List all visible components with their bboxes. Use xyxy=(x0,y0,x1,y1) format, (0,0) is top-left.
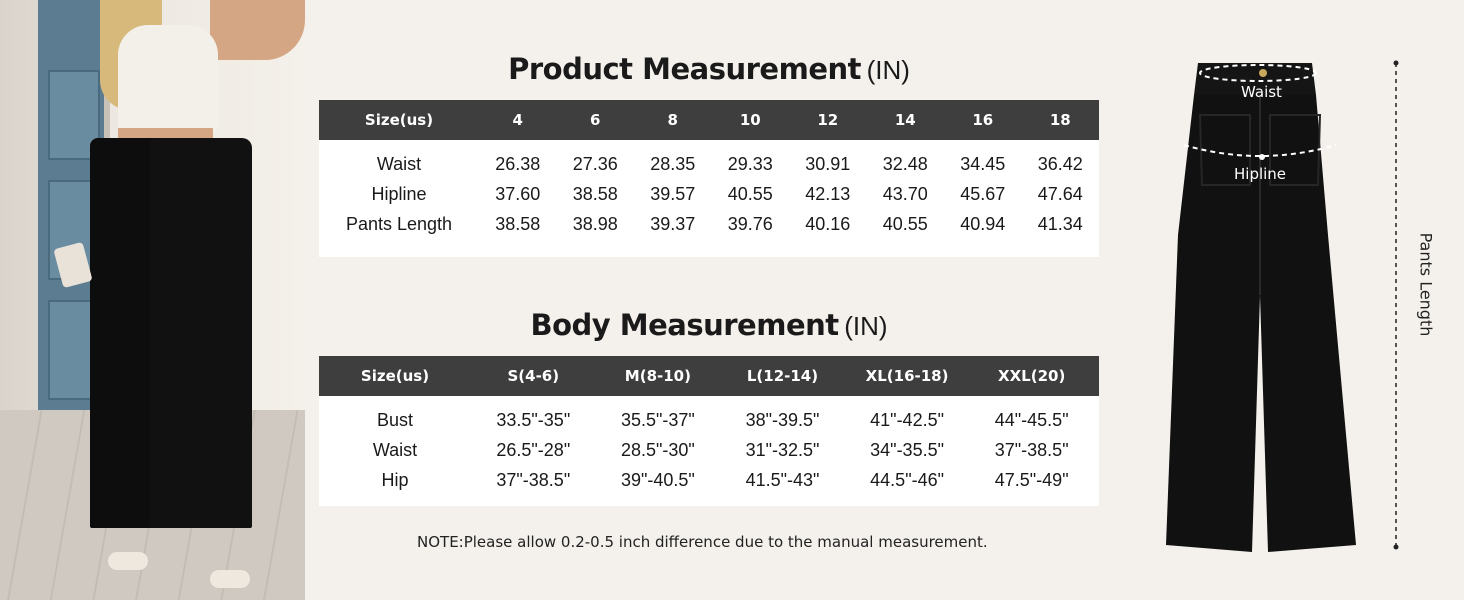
waist-diagram-label: Waist xyxy=(1241,83,1282,101)
shoe-right xyxy=(210,570,250,588)
table-cell: 27.36 xyxy=(572,153,618,174)
table-cell: 40.55 xyxy=(882,213,928,234)
row-label: Waist xyxy=(372,439,418,460)
table-cell: 44"-45.5" xyxy=(994,409,1069,430)
photo-arm xyxy=(210,0,305,60)
table-cell: 39.76 xyxy=(727,213,773,234)
table-cell: 41"-42.5" xyxy=(870,409,944,430)
table-cell: 38.98 xyxy=(572,213,618,234)
table-cell: 33.5"-35" xyxy=(496,409,571,430)
shoe-left xyxy=(108,552,148,570)
table-cell: 34"-35.5" xyxy=(870,439,944,460)
row-label: Pants Length xyxy=(345,213,453,234)
product-measurement-heading: Product Measurement (IN) xyxy=(319,52,1099,86)
table-cell: 40.16 xyxy=(805,213,851,234)
body-measurement-title: Body Measurement xyxy=(530,308,839,342)
body-measurement-heading: Body Measurement (IN) xyxy=(319,308,1099,342)
row-label: Waist xyxy=(376,153,422,174)
table-cell: 37"-38.5" xyxy=(496,469,571,490)
hipline-diagram-label: Hipline xyxy=(1234,165,1287,183)
table-cell: 38"-39.5" xyxy=(745,409,820,430)
product-size-col: 18 xyxy=(1049,111,1071,129)
table-cell: 37.60 xyxy=(495,183,541,204)
table-cell: 38.58 xyxy=(572,183,618,204)
table-cell: 44.5"-46" xyxy=(870,469,944,490)
table-cell: 40.55 xyxy=(727,183,773,204)
body-size-col: S(4-6) xyxy=(507,367,560,385)
product-size-col: 12 xyxy=(817,111,839,129)
table-cell: 42.13 xyxy=(805,183,851,204)
table-cell: 38.58 xyxy=(495,213,541,234)
table-cell: 29.33 xyxy=(727,153,773,174)
table-cell: 39"-40.5" xyxy=(620,469,695,490)
product-measurement-table: Size(us) 4 6 8 10 12 14 16 18 Waist 26.3… xyxy=(319,100,1099,257)
product-size-col: 10 xyxy=(739,111,761,129)
pants-diagram: Waist Hipline xyxy=(1160,55,1420,555)
table-row: Waist 26.5"-28" 28.5"-30" 31"-32.5" 34"-… xyxy=(319,435,1099,465)
table-cell: 37"-38.5" xyxy=(994,439,1069,460)
photo-top xyxy=(118,25,218,135)
table-cell: 40.94 xyxy=(960,213,1006,234)
body-size-col: L(12-14) xyxy=(746,367,819,385)
row-label: Hipline xyxy=(371,183,427,204)
table-cell: 26.38 xyxy=(495,153,541,174)
table-cell: 32.48 xyxy=(882,153,928,174)
table-row: Hipline 37.60 38.58 39.57 40.55 42.13 43… xyxy=(319,179,1099,209)
table-cell: 26.5"-28" xyxy=(496,439,571,460)
table-cell: 47.5"-49" xyxy=(994,469,1069,490)
table-row: Pants Length 38.58 38.98 39.37 39.76 40.… xyxy=(319,209,1099,239)
body-size-header-label: Size(us) xyxy=(360,367,430,385)
product-table-header: Size(us) 4 6 8 10 12 14 16 18 xyxy=(319,100,1099,140)
table-cell: 41.5"-43" xyxy=(745,469,820,490)
body-measurement-unit: (IN) xyxy=(844,311,888,341)
row-label: Bust xyxy=(376,409,414,430)
model-photo xyxy=(0,0,305,600)
body-size-col: M(8-10) xyxy=(624,367,691,385)
product-size-header-label: Size(us) xyxy=(364,111,434,129)
body-table-header: Size(us) S(4-6) M(8-10) L(12-14) XL(16-1… xyxy=(319,356,1099,396)
body-size-col: XXL(20) xyxy=(998,367,1066,385)
table-cell: 47.64 xyxy=(1037,183,1083,204)
body-measurement-table: Size(us) S(4-6) M(8-10) L(12-14) XL(16-1… xyxy=(319,356,1099,506)
pants-icon xyxy=(1166,60,1399,552)
photo-pants-right-leg xyxy=(150,138,252,528)
table-cell: 45.67 xyxy=(960,183,1006,204)
product-size-col: 14 xyxy=(894,111,916,129)
table-cell: 39.37 xyxy=(650,213,696,234)
table-cell: 34.45 xyxy=(960,153,1006,174)
table-cell: 41.34 xyxy=(1037,213,1083,234)
product-size-col: 4 xyxy=(512,111,523,129)
table-cell: 30.91 xyxy=(805,153,851,174)
product-size-col: 6 xyxy=(590,111,601,129)
table-cell: 39.57 xyxy=(650,183,696,204)
table-cell: 36.42 xyxy=(1037,153,1083,174)
table-row: Waist 26.38 27.36 28.35 29.33 30.91 32.4… xyxy=(319,149,1099,179)
table-cell: 35.5"-37" xyxy=(620,409,695,430)
row-label: Hip xyxy=(381,469,409,490)
table-cell: 43.70 xyxy=(882,183,928,204)
table-cell: 28.35 xyxy=(650,153,696,174)
table-cell: 31"-32.5" xyxy=(745,439,820,460)
table-row: Bust 33.5"-35" 35.5"-37" 38"-39.5" 41"-4… xyxy=(319,405,1099,435)
table-cell: 28.5"-30" xyxy=(620,439,695,460)
measurement-note: NOTE:Please allow 0.2-0.5 inch differenc… xyxy=(417,533,988,551)
product-measurement-title: Product Measurement xyxy=(508,52,861,86)
product-size-col: 8 xyxy=(667,111,678,129)
product-measurement-unit: (IN) xyxy=(866,55,910,85)
product-size-col: 16 xyxy=(972,111,994,129)
table-row: Hip 37"-38.5" 39"-40.5" 41.5"-43" 44.5"-… xyxy=(319,465,1099,495)
body-size-col: XL(16-18) xyxy=(865,367,949,385)
pants-length-diagram-label: Pants Length xyxy=(1416,232,1436,337)
